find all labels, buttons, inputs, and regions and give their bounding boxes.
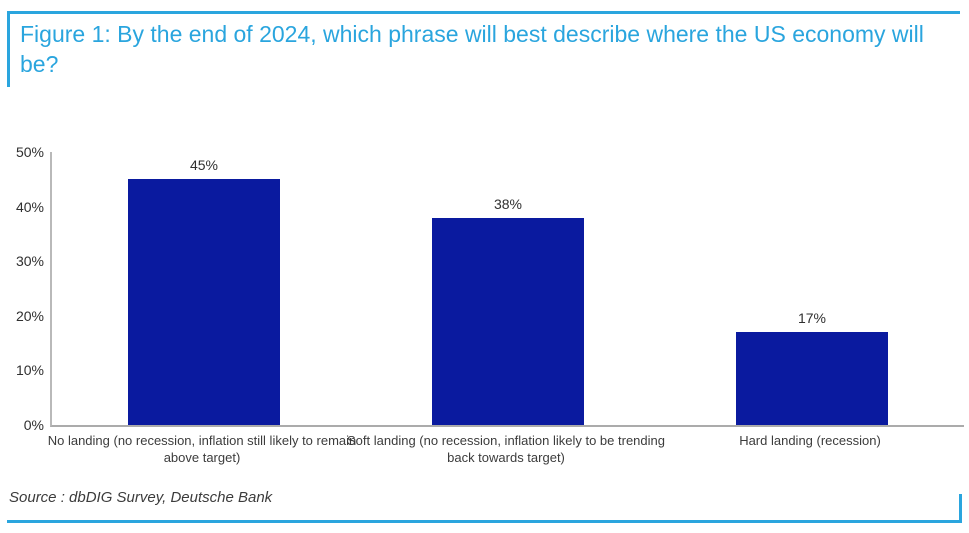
y-axis-tick-label: 0% [23, 417, 44, 433]
frame-bottom-rule [7, 520, 962, 523]
figure-title: Figure 1: By the end of 2024, which phra… [20, 21, 924, 77]
frame-left-rule [7, 11, 10, 87]
x-axis-category-label: No landing (no recession, inflation stil… [47, 433, 357, 465]
bar-value-label: 17% [797, 310, 827, 327]
frame-right-rule [959, 494, 962, 523]
y-axis-tick-label: 20% [15, 307, 44, 324]
x-axis-category-label: Hard landing (recession) [739, 433, 881, 448]
bar-category-1 [432, 217, 584, 425]
bar-category-0 [128, 179, 280, 425]
x-axis-category-label: Soft landing (no recession, inflation li… [347, 433, 665, 465]
plot-area: 0% 10% 20% 30% 40% 50% 45% 38% 17% [16, 144, 964, 433]
source-note: Source : dbDIG Survey, Deutsche Bank [9, 489, 273, 506]
y-axis-tick-label: 50% [15, 144, 44, 160]
y-axis-tick-label: 40% [15, 198, 44, 215]
frame-top-rule [7, 11, 960, 14]
y-axis-tick-label: 10% [15, 362, 44, 379]
bar-value-label: 45% [189, 157, 219, 174]
bar-category-2 [736, 332, 888, 425]
x-axis-labels: No landing (no recession, inflation stil… [48, 432, 962, 472]
y-axis-tick-label: 30% [15, 253, 44, 270]
bar-value-label: 38% [493, 195, 523, 212]
